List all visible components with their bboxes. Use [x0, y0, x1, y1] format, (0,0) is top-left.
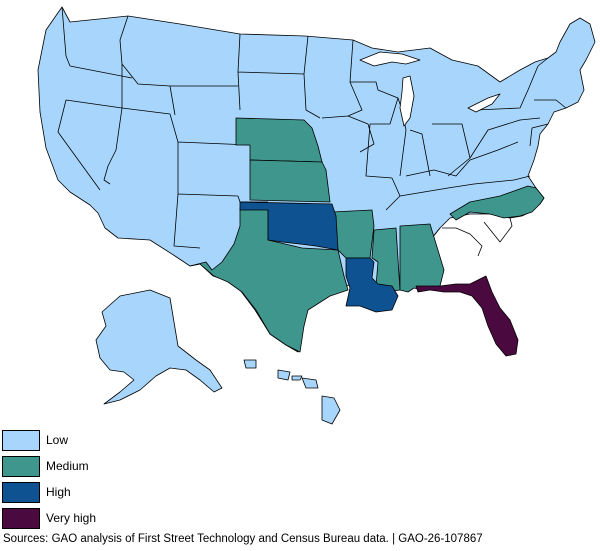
state-oklahoma — [239, 201, 339, 251]
legend-swatch-very-high — [2, 508, 40, 529]
legend-label-very-high: Very high — [46, 511, 97, 525]
legend-label-low: Low — [46, 433, 69, 447]
state-alaska — [95, 289, 223, 405]
state-florida — [415, 275, 519, 357]
state-hawaii-oahu — [277, 369, 291, 381]
state-hawaii-kauai — [243, 359, 257, 369]
legend-item-medium: Medium — [2, 456, 152, 477]
state-arkansas — [331, 209, 375, 259]
legend-swatch-medium — [2, 456, 40, 477]
us-map — [37, 6, 596, 425]
very-high-states — [415, 275, 519, 357]
legend-swatch-low — [2, 430, 40, 451]
legend-item-very-high: Very high — [2, 508, 152, 529]
state-kansas — [249, 159, 331, 203]
high-states — [239, 201, 399, 313]
legend-label-medium: Medium — [46, 459, 89, 473]
legend-swatch-high — [2, 482, 40, 503]
legend: Low Medium High Very high — [2, 430, 152, 534]
state-north-carolina — [449, 185, 545, 221]
lake-superior — [359, 51, 421, 67]
alaska-hawaii — [95, 289, 341, 425]
legend-item-low: Low — [2, 430, 152, 451]
lake-michigan — [399, 75, 415, 127]
state-hawaii-big-island — [321, 395, 341, 425]
legend-item-high: High — [2, 482, 152, 503]
lake-erie — [467, 93, 501, 113]
state-louisiana — [345, 257, 399, 313]
legend-label-high: High — [46, 485, 71, 499]
medium-states — [189, 117, 545, 353]
source-note: Sources: GAO analysis of First Street Te… — [3, 533, 483, 545]
state-hawaii-maui — [301, 377, 319, 389]
state-alabama — [399, 223, 445, 293]
state-hawaii-molokai — [291, 375, 303, 381]
